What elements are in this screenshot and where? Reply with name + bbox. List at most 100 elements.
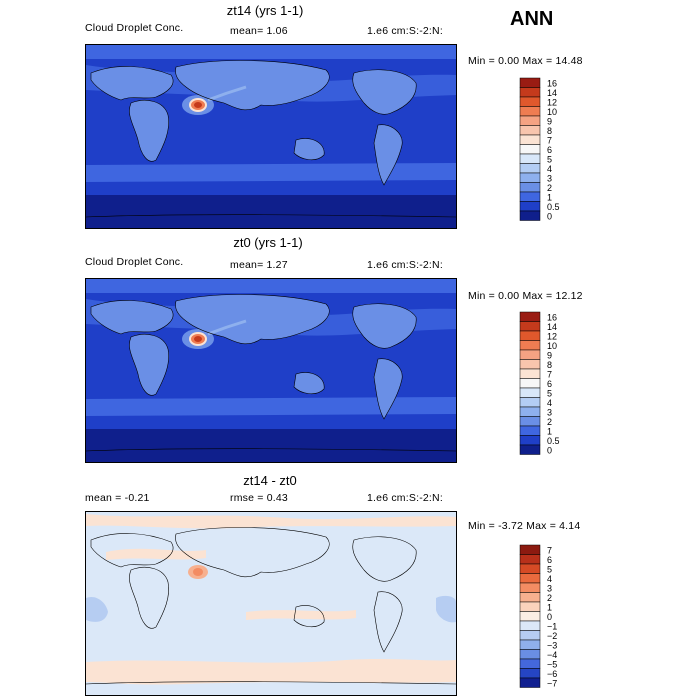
colorbar-tick-label: 0.5 <box>547 436 560 446</box>
colorbar-swatch <box>519 311 541 322</box>
colorbar-tick-label: 8 <box>547 360 552 370</box>
colorbar-tick-label: 1 <box>547 192 552 202</box>
colorbar-tick-label: −1 <box>547 621 557 631</box>
panel-1-title: zt14 (yrs 1-1) <box>226 3 304 18</box>
colorbar-swatch <box>519 658 541 669</box>
colorbar-tick-label: 10 <box>547 341 557 351</box>
colorbar-tick-label: 6 <box>547 145 552 155</box>
colorbar-swatch <box>519 182 541 193</box>
colorbar-swatch <box>519 406 541 417</box>
panel-1-map <box>85 44 457 229</box>
colorbar-tick-label: 4 <box>547 398 552 408</box>
colorbar-swatch <box>519 330 541 341</box>
colorbar-swatch <box>519 201 541 212</box>
colorbar-tick-label: 5 <box>547 564 552 574</box>
colorbar-swatch <box>519 340 541 351</box>
colorbar-tick-label: 2 <box>547 417 552 427</box>
colorbar-tick-label: 16 <box>547 78 557 88</box>
colorbar-tick-label: 6 <box>547 379 552 389</box>
colorbar-swatch <box>519 144 541 155</box>
colorbar-tick-label: 1 <box>547 602 552 612</box>
colorbar-tick-label: 4 <box>547 574 552 584</box>
panel-2-map <box>85 278 457 463</box>
colorbar-tick-label: 9 <box>547 116 552 126</box>
panel-3-mean-label: mean = -0.21 <box>85 492 150 504</box>
colorbar-tick-label: −6 <box>547 669 557 679</box>
season-label: ANN <box>510 8 554 30</box>
panel-2-colorbar: 16 14 12 10 9 8 7 6 5 4 3 2 1 0.5 0 <box>519 311 580 462</box>
colorbar-tick-label: 12 <box>547 97 557 107</box>
colorbar-tick-label: 0 <box>547 211 552 221</box>
panel-3-rmse-label: rmse = 0.43 <box>230 492 288 504</box>
colorbar-swatch <box>519 210 541 221</box>
colorbar-swatch <box>519 387 541 398</box>
colorbar-swatch <box>519 106 541 117</box>
colorbar-swatch <box>519 554 541 565</box>
colorbar-swatch <box>519 191 541 202</box>
colorbar-swatch <box>519 359 541 370</box>
panel-3-map-svg <box>86 512 456 695</box>
panel-3-units-label: 1.e6 cm:S:-2:N: <box>367 492 443 504</box>
colorbar-tick-label: 5 <box>547 154 552 164</box>
panel-2-title: zt0 (yrs 1-1) <box>233 235 303 250</box>
colorbar-swatch <box>519 630 541 641</box>
colorbar-tick-label: 6 <box>547 555 552 565</box>
colorbar-tick-label: 0.5 <box>547 202 560 212</box>
panel-3-title: zt14 - zt0 <box>243 473 297 488</box>
colorbar-swatch <box>519 649 541 660</box>
colorbar-swatch <box>519 601 541 612</box>
colorbar-swatch <box>519 115 541 126</box>
colorbar-swatch <box>519 378 541 389</box>
colorbar-tick-label: 3 <box>547 583 552 593</box>
colorbar-swatch <box>519 544 541 555</box>
colorbar-swatch <box>519 668 541 679</box>
colorbar-tick-label: 4 <box>547 164 552 174</box>
colorbar-swatch <box>519 321 541 332</box>
colorbar-swatch <box>519 349 541 360</box>
panel-1-minmax: Min = 0.00 Max = 14.48 <box>468 55 583 67</box>
colorbar-tick-label: 5 <box>547 388 552 398</box>
colorbar-tick-label: 12 <box>547 331 557 341</box>
colorbar-swatch <box>519 125 541 136</box>
colorbar-swatch <box>519 172 541 183</box>
colorbar-swatch <box>519 77 541 88</box>
panel-3-colorbar: 7 6 5 4 3 2 1 0 −1 −2 −3 −4 −5 −6 −7 <box>519 544 580 695</box>
colorbar-swatch <box>519 592 541 603</box>
panel-1-mean-label: mean= 1.06 <box>230 25 288 37</box>
panel-2-units-label: 1.e6 cm:S:-2:N: <box>367 259 443 271</box>
panel-3-minmax: Min = -3.72 Max = 4.14 <box>468 520 581 532</box>
colorbar-tick-label: 16 <box>547 312 557 322</box>
colorbar-swatch <box>519 582 541 593</box>
panel-3-map <box>85 511 457 696</box>
panel-2-map-svg <box>86 279 456 462</box>
colorbar-tick-label: 7 <box>547 369 552 379</box>
colorbar-swatch <box>519 444 541 455</box>
panel-1-variable-label: Cloud Droplet Conc. <box>85 22 184 34</box>
colorbar-tick-label: 0 <box>547 612 552 622</box>
colorbar-swatch <box>519 153 541 164</box>
colorbar-swatch <box>519 397 541 408</box>
colorbar-swatch <box>519 163 541 174</box>
colorbar-tick-label: −2 <box>547 631 557 641</box>
colorbar-tick-label: 0 <box>547 445 552 455</box>
colorbar-tick-label: 2 <box>547 593 552 603</box>
colorbar-tick-label: −3 <box>547 640 557 650</box>
colorbar-swatch <box>519 639 541 650</box>
colorbar-tick-label: 3 <box>547 173 552 183</box>
panel-1-units-label: 1.e6 cm:S:-2:N: <box>367 25 443 37</box>
colorbar-tick-label: 2 <box>547 183 552 193</box>
colorbar-tick-label: 3 <box>547 407 552 417</box>
colorbar-swatch <box>519 620 541 631</box>
colorbar-tick-label: 10 <box>547 107 557 117</box>
colorbar-swatch <box>519 563 541 574</box>
panel-2-minmax: Min = 0.00 Max = 12.12 <box>468 290 583 302</box>
colorbar-tick-label: 14 <box>547 88 557 98</box>
colorbar-tick-label: −5 <box>547 659 557 669</box>
colorbar-tick-label: −7 <box>547 678 557 688</box>
colorbar-swatch <box>519 96 541 107</box>
colorbar-swatch <box>519 87 541 98</box>
colorbar-tick-label: −4 <box>547 650 557 660</box>
